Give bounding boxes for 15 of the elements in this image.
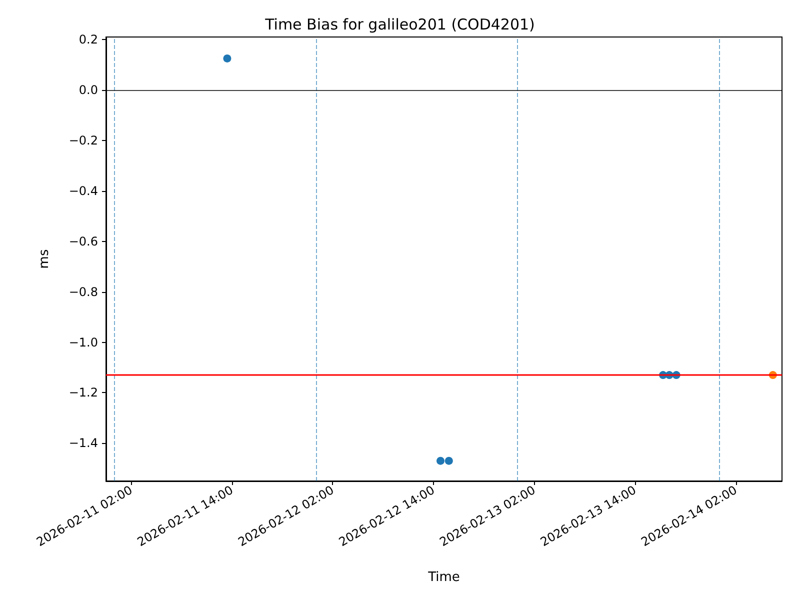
- y-tick-label: −1.2: [68, 386, 98, 400]
- x-axis-title: Time: [427, 570, 460, 585]
- point: [444, 456, 453, 465]
- y-tick-label: 0.0: [78, 82, 98, 97]
- point: [436, 456, 444, 465]
- y-tick-label: −1.4: [68, 436, 98, 450]
- point: [223, 54, 232, 62]
- y-tick-label: −0.6: [68, 234, 98, 248]
- chart-title: Time Bias for galileo201 (COD4201): [264, 16, 535, 34]
- y-tick-label: −0.8: [68, 284, 98, 299]
- y-tick-label: 0.2: [78, 32, 98, 47]
- y-tick-label: −0.2: [68, 133, 98, 148]
- y-tick-label: −1.0: [68, 335, 98, 350]
- y-tick-label: −0.4: [68, 184, 98, 198]
- y-axis-title: ms: [37, 249, 52, 269]
